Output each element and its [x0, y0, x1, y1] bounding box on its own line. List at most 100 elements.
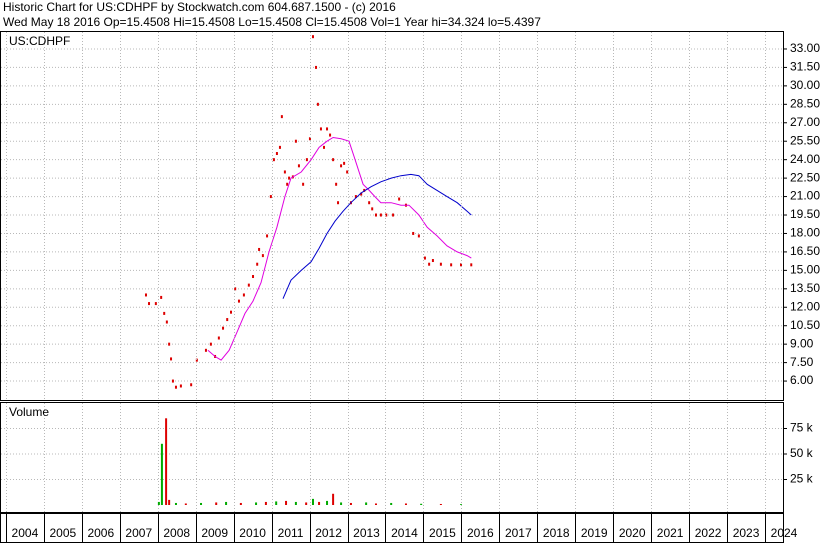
price-point — [288, 176, 291, 180]
volume-bar — [160, 443, 163, 505]
price-point — [226, 318, 229, 322]
x-tick-label: 2009 — [201, 526, 228, 540]
volume-bar — [439, 503, 442, 505]
price-point — [385, 213, 388, 217]
y-tick-label: 25 k — [790, 472, 814, 486]
y-tick-label: 18.00 — [790, 226, 820, 240]
price-point — [360, 192, 363, 196]
price-point — [275, 152, 278, 156]
price-point — [329, 133, 332, 137]
marks: 6.00 7.50 9.00 10.50 12.00 13.50 15.00 16.50 18.… — [1, 32, 820, 543]
y-tick-label: 19.50 — [790, 207, 820, 221]
volume-bar — [168, 499, 171, 505]
price-point — [343, 161, 346, 165]
y-tick-label: 9.00 — [790, 336, 814, 350]
volume-bar — [157, 501, 160, 505]
price-point — [305, 158, 308, 162]
x-tick-label: 2013 — [353, 526, 380, 540]
x-tick-label: 2020 — [619, 526, 646, 540]
y-tick-label: 12.00 — [790, 299, 820, 313]
price-panel-label: US:CDHPF — [9, 34, 70, 48]
volume-bar — [165, 418, 168, 505]
price-point — [297, 164, 300, 168]
price-point — [160, 295, 163, 299]
price-point — [247, 283, 250, 287]
volume-bar — [318, 501, 321, 505]
price-point — [371, 207, 374, 211]
volume-bar — [225, 501, 228, 505]
price-point — [256, 262, 259, 266]
price-point — [237, 299, 240, 303]
x-tick-label: 2011 — [278, 526, 304, 540]
price-point — [428, 262, 431, 266]
price-point — [154, 302, 157, 306]
y-tick-label: 50 k — [790, 446, 814, 460]
y-tick-label: 28.50 — [790, 96, 820, 110]
x-tick-label: 2022 — [695, 526, 722, 540]
price-point — [332, 158, 335, 162]
price-point — [168, 342, 171, 346]
moving-average-line — [282, 173, 472, 299]
chart-title: Historic Chart for US:CDHPF by Stockwatc… — [3, 0, 396, 14]
volume-bar — [326, 500, 329, 505]
price-point — [335, 182, 338, 186]
volume-bar — [255, 502, 258, 505]
price-point — [170, 357, 173, 361]
price-point — [346, 170, 349, 174]
volume-bar — [340, 502, 343, 505]
price-point — [450, 263, 453, 267]
y-tick-label: 10.50 — [790, 318, 820, 332]
price-point — [252, 275, 255, 279]
x-tick-label: 2017 — [505, 526, 532, 540]
price-point — [340, 164, 343, 168]
y-tick-label: 15.00 — [790, 263, 820, 277]
x-tick-label: 2015 — [429, 526, 456, 540]
price-point — [316, 102, 319, 106]
volume-bar — [332, 493, 335, 505]
price-point — [354, 195, 357, 199]
price-point — [319, 127, 322, 131]
volume-bar — [285, 500, 288, 505]
price-point — [417, 234, 420, 238]
y-tick-label: 6.00 — [790, 373, 814, 387]
price-point — [266, 234, 269, 238]
price-point — [234, 287, 237, 291]
price-point — [398, 197, 401, 201]
y-tick-label: 16.50 — [790, 244, 820, 258]
price-point — [460, 263, 463, 267]
volume-bar — [264, 501, 267, 505]
price-point — [315, 65, 318, 69]
volume-bar — [305, 502, 308, 505]
y-tick-label: 33.00 — [790, 41, 820, 55]
price-point — [171, 379, 174, 383]
volume-bar — [184, 503, 187, 505]
y-tick-label: 30.00 — [790, 78, 820, 92]
price-point — [190, 383, 193, 387]
price-point — [144, 293, 147, 297]
volume-bar — [275, 501, 278, 505]
price-point — [280, 115, 283, 119]
price-point — [179, 384, 182, 388]
y-tick-label: 13.50 — [790, 281, 820, 295]
price-point — [148, 302, 151, 306]
price-point — [311, 35, 314, 39]
volume-bar — [420, 503, 423, 505]
price-point — [302, 182, 305, 186]
price-point — [217, 336, 220, 340]
price-point — [204, 348, 207, 352]
x-tick-label: 2021 — [657, 526, 684, 540]
price-point — [165, 320, 168, 324]
x-tick-label: 2007 — [125, 526, 152, 540]
volume-bar — [404, 503, 407, 505]
volume-bar — [239, 502, 242, 505]
volume-panel-label: Volume — [9, 405, 49, 419]
price-point — [423, 256, 426, 260]
price-point — [163, 311, 166, 315]
price-point — [258, 247, 261, 251]
chart-subtitle: Wed May 18 2016 Op=15.4508 Hi=15.4508 Lo… — [3, 15, 541, 29]
price-point — [272, 158, 275, 162]
price-point — [174, 385, 177, 389]
y-tick-label: 25.50 — [790, 133, 820, 147]
x-tick-label: 2004 — [12, 526, 39, 540]
